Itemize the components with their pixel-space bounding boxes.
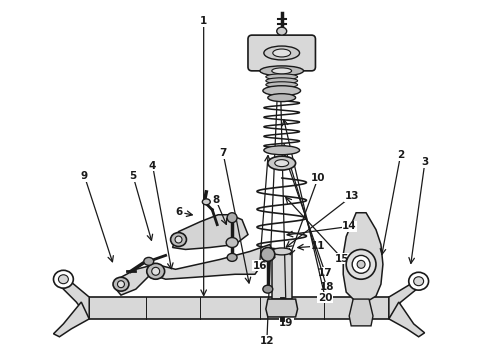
Ellipse shape	[266, 82, 297, 88]
Ellipse shape	[346, 249, 376, 279]
Ellipse shape	[275, 159, 289, 167]
Text: 4: 4	[149, 161, 156, 171]
Ellipse shape	[414, 277, 424, 286]
Text: 20: 20	[318, 293, 333, 303]
Text: 8: 8	[212, 195, 220, 204]
Polygon shape	[56, 272, 89, 319]
Ellipse shape	[113, 277, 129, 291]
Ellipse shape	[147, 264, 165, 279]
Ellipse shape	[272, 248, 292, 255]
Ellipse shape	[58, 275, 69, 284]
Polygon shape	[53, 302, 89, 337]
Text: 19: 19	[279, 318, 294, 328]
Ellipse shape	[53, 270, 74, 288]
Text: 1: 1	[200, 16, 207, 26]
Ellipse shape	[266, 78, 297, 84]
Text: 3: 3	[421, 157, 429, 167]
Ellipse shape	[264, 46, 299, 60]
Ellipse shape	[273, 49, 291, 57]
Ellipse shape	[227, 213, 237, 223]
Ellipse shape	[272, 68, 292, 74]
Ellipse shape	[261, 247, 275, 261]
Text: 16: 16	[252, 261, 267, 271]
FancyBboxPatch shape	[248, 35, 316, 71]
Polygon shape	[266, 299, 297, 317]
Ellipse shape	[357, 260, 365, 268]
Ellipse shape	[277, 27, 287, 35]
Text: 7: 7	[220, 148, 227, 158]
Ellipse shape	[171, 233, 187, 247]
Ellipse shape	[263, 86, 300, 96]
Ellipse shape	[175, 236, 182, 243]
Polygon shape	[172, 215, 248, 249]
Text: 2: 2	[397, 150, 404, 160]
Polygon shape	[151, 244, 275, 279]
Polygon shape	[116, 264, 156, 295]
Ellipse shape	[268, 94, 295, 102]
Ellipse shape	[227, 253, 237, 261]
Ellipse shape	[266, 74, 297, 80]
Text: 13: 13	[345, 191, 359, 201]
Ellipse shape	[409, 272, 429, 290]
Text: 18: 18	[319, 282, 334, 292]
Ellipse shape	[226, 238, 238, 247]
Text: 12: 12	[260, 336, 274, 346]
Ellipse shape	[144, 257, 154, 265]
Ellipse shape	[202, 199, 210, 205]
Polygon shape	[349, 299, 373, 326]
Text: 15: 15	[335, 253, 349, 264]
Ellipse shape	[264, 146, 299, 155]
Polygon shape	[343, 213, 383, 302]
Ellipse shape	[268, 156, 295, 170]
Ellipse shape	[263, 285, 273, 293]
Ellipse shape	[260, 66, 303, 76]
Text: 11: 11	[311, 241, 325, 251]
Ellipse shape	[118, 281, 124, 288]
Polygon shape	[272, 251, 292, 299]
Polygon shape	[89, 297, 389, 319]
Text: 9: 9	[81, 171, 88, 181]
Text: 17: 17	[318, 268, 333, 278]
Text: 10: 10	[311, 173, 325, 183]
Polygon shape	[389, 302, 425, 337]
Text: 6: 6	[176, 207, 183, 217]
Ellipse shape	[352, 255, 370, 273]
Ellipse shape	[152, 267, 160, 275]
Polygon shape	[389, 275, 424, 319]
Text: 14: 14	[342, 221, 357, 231]
Text: 5: 5	[129, 171, 137, 181]
